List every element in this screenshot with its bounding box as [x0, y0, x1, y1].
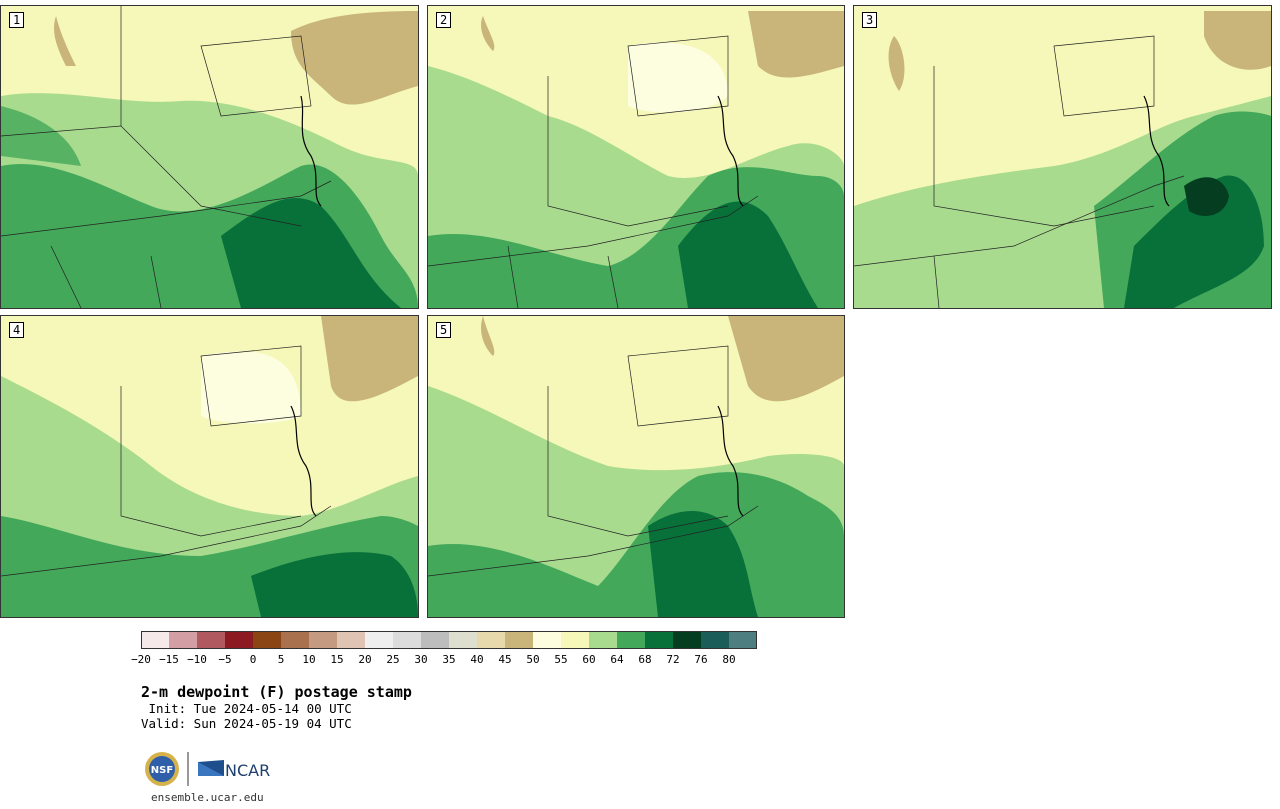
colorbar-swatch — [589, 631, 618, 649]
colorbar-swatch — [505, 631, 534, 649]
colorbar-tick-label: 20 — [358, 653, 372, 666]
colorbar-tick-label: 72 — [666, 653, 680, 666]
colorbar-swatch — [449, 631, 478, 649]
colorbar-tick-label: 76 — [694, 653, 708, 666]
dewpoint-map — [428, 6, 844, 308]
colorbar-tick-label: 45 — [498, 653, 512, 666]
colorbar-swatch — [197, 631, 226, 649]
valid-time: Valid: Sun 2024-05-19 04 UTC — [141, 716, 352, 731]
product-title: 2-m dewpoint (F) postage stamp — [141, 683, 412, 701]
member-panel-5: 5 — [427, 315, 845, 618]
colorbar-swatch — [617, 631, 646, 649]
colorbar-tick-label: 68 — [638, 653, 652, 666]
member-panel-3: 3 — [853, 5, 1272, 309]
colorbar-swatch — [729, 631, 757, 649]
colorbar-tick-label: −10 — [187, 653, 207, 666]
member-number-label: 2 — [436, 12, 452, 28]
colorbar-swatch — [141, 631, 170, 649]
colorbar-tick-label: 64 — [610, 653, 624, 666]
colorbar-swatch — [477, 631, 506, 649]
dewpoint-map — [1, 6, 418, 308]
colorbar-swatch — [281, 631, 310, 649]
nsf-seal-icon: NSF — [145, 752, 179, 786]
colorbar-tick-label: −5 — [218, 653, 232, 666]
dewpoint-colorbar — [141, 631, 757, 649]
member-number-label: 3 — [862, 12, 878, 28]
nsf-ncar-logo: NSF NCAR — [145, 752, 270, 786]
member-number-label: 4 — [9, 322, 25, 338]
colorbar-swatch — [421, 631, 450, 649]
colorbar-tick-label: 10 — [302, 653, 316, 666]
colorbar-tick-label: 35 — [442, 653, 456, 666]
dewpoint-map — [854, 6, 1271, 308]
colorbar-tick-label: −20 — [131, 653, 151, 666]
colorbar-tick-label: 5 — [277, 653, 285, 666]
colorbar-swatch — [645, 631, 674, 649]
colorbar-tick-label: −15 — [159, 653, 179, 666]
init-time: Init: Tue 2024-05-14 00 UTC — [141, 701, 352, 716]
colorbar-swatch — [533, 631, 562, 649]
member-panel-2: 2 — [427, 5, 845, 309]
colorbar-swatch — [673, 631, 702, 649]
colorbar-tick-label: 80 — [722, 653, 736, 666]
member-number-label: 5 — [436, 322, 452, 338]
member-panel-1: 1 — [0, 5, 419, 309]
colorbar-swatch — [169, 631, 198, 649]
colorbar-swatch — [561, 631, 590, 649]
colorbar-swatch — [365, 631, 394, 649]
colorbar-swatch — [337, 631, 366, 649]
dewpoint-map — [1, 316, 418, 617]
site-url: ensemble.ucar.edu — [151, 791, 264, 804]
member-panel-4: 4 — [0, 315, 419, 618]
colorbar-tick-label: 40 — [470, 653, 484, 666]
colorbar-tick-label: 25 — [386, 653, 400, 666]
colorbar-tick-label: 0 — [249, 653, 257, 666]
colorbar-swatch — [309, 631, 338, 649]
colorbar-swatch — [701, 631, 730, 649]
colorbar-tick-label: 60 — [582, 653, 596, 666]
dewpoint-map — [428, 316, 844, 617]
colorbar-swatch — [253, 631, 282, 649]
colorbar-tick-label: 50 — [526, 653, 540, 666]
ncar-text: NCAR — [225, 761, 270, 780]
colorbar-swatch — [393, 631, 422, 649]
colorbar-tick-label: 15 — [330, 653, 344, 666]
colorbar-tick-label: 55 — [554, 653, 568, 666]
member-number-label: 1 — [9, 12, 25, 28]
colorbar-swatch — [225, 631, 254, 649]
nsf-text: NSF — [151, 765, 173, 776]
colorbar-tick-label: 30 — [414, 653, 428, 666]
